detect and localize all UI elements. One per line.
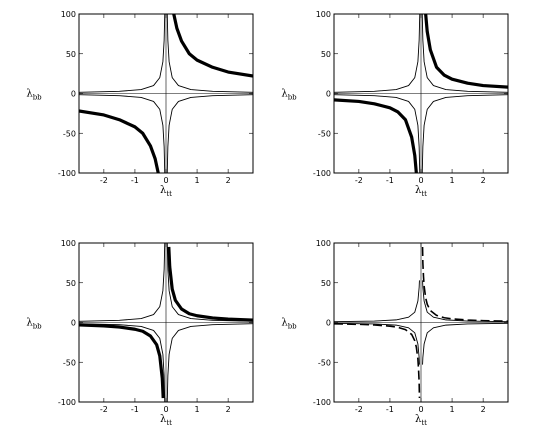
series-line-4 [172,14,253,78]
x-tick-label: -1 [131,176,139,185]
series-line-1 [421,14,508,93]
y-tick-label: 50 [66,279,76,288]
panel-top-right: -2 -1 0 1 2 -100 -50 0 50 100 λtt λbb [281,10,509,198]
x-tick-label: 1 [195,176,200,185]
series-line-5-gap [79,110,159,173]
series-line-4 [421,246,508,323]
y-tick-label: -50 [63,358,76,367]
series-line-5-gap [79,324,164,399]
y-tick-label: -50 [63,129,76,138]
y-tick-label: 50 [321,50,331,59]
x-tick-label: 0 [163,176,168,185]
y-tick-label: 100 [61,239,76,248]
series-line-4-gap [173,14,253,77]
x-axis-label: λtt [415,185,427,198]
y-tick-label: 100 [61,10,76,19]
series-line-0 [79,14,166,93]
y-tick-label: -100 [313,398,331,407]
y-axis-label: λbb [281,89,297,102]
x-axis-label: λtt [415,414,427,427]
x-axis-label: λtt [160,414,172,427]
series-line-3 [166,94,253,173]
y-tick-label: -100 [58,169,76,178]
series-line-3 [422,322,508,365]
x-tick-label: -1 [386,405,394,414]
series-line-0 [334,14,421,93]
x-tick-label: 0 [418,405,423,414]
panel-bottom-right: -2 -1 0 1 2 -100 -50 0 50 100 λtt λbb [281,239,509,427]
x-tick-label: -2 [355,405,363,414]
x-tick-label: 2 [481,176,486,185]
y-tick-label: 100 [316,10,331,19]
x-tick-label: -1 [386,176,394,185]
series-line-5-gap [334,99,417,173]
y-tick-label: -100 [58,398,76,407]
y-tick-label: 50 [66,50,76,59]
y-axis-label: λbb [26,318,42,331]
series-line-2 [334,322,420,365]
x-tick-label: -2 [100,176,108,185]
series-line-1 [422,280,508,323]
panel-bottom-left: -2 -1 0 1 2 -100 -50 0 50 100 λtt λbb [26,239,254,427]
panel-top-left: -2 -1 0 1 2 -100 -50 0 50 100 λtt λbb [26,10,254,198]
series-line-3 [421,94,508,173]
series-line-2 [79,323,166,402]
y-tick-label: 0 [326,90,331,99]
x-tick-label: 0 [418,176,423,185]
y-tick-label: -100 [313,169,331,178]
series-line-1 [166,14,253,93]
y-tick-label: -50 [318,129,331,138]
series-line-5 [79,109,160,173]
x-tick-label: 0 [163,405,168,414]
y-axis-label: λbb [281,318,297,331]
series-line-4-gap [168,246,253,321]
x-tick-label: 1 [450,405,455,414]
x-tick-label: 1 [195,405,200,414]
series-line-3 [166,323,253,402]
x-tick-label: -2 [355,176,363,185]
x-tick-label: -2 [100,405,108,414]
y-tick-label: 50 [321,279,331,288]
x-axis-label: λtt [160,185,172,198]
series-line-0 [79,243,166,322]
x-tick-label: 1 [450,176,455,185]
x-tick-label: 2 [481,405,486,414]
y-tick-label: 0 [326,319,331,328]
x-tick-label: -1 [131,405,139,414]
series-line-4 [424,14,508,89]
x-tick-label: 2 [226,405,231,414]
series-line-1 [166,243,253,322]
x-tick-label: 2 [226,176,231,185]
y-tick-label: 100 [316,239,331,248]
series-line-5 [334,322,421,399]
y-tick-label: -50 [318,358,331,367]
y-tick-label: 0 [71,319,76,328]
y-tick-label: 0 [71,90,76,99]
series-line-0 [334,280,420,323]
series-line-5 [334,98,418,173]
y-axis-label: λbb [26,89,42,102]
series-line-4-gap [425,14,508,88]
series-line-2 [79,94,166,173]
series-line-2 [334,94,421,173]
